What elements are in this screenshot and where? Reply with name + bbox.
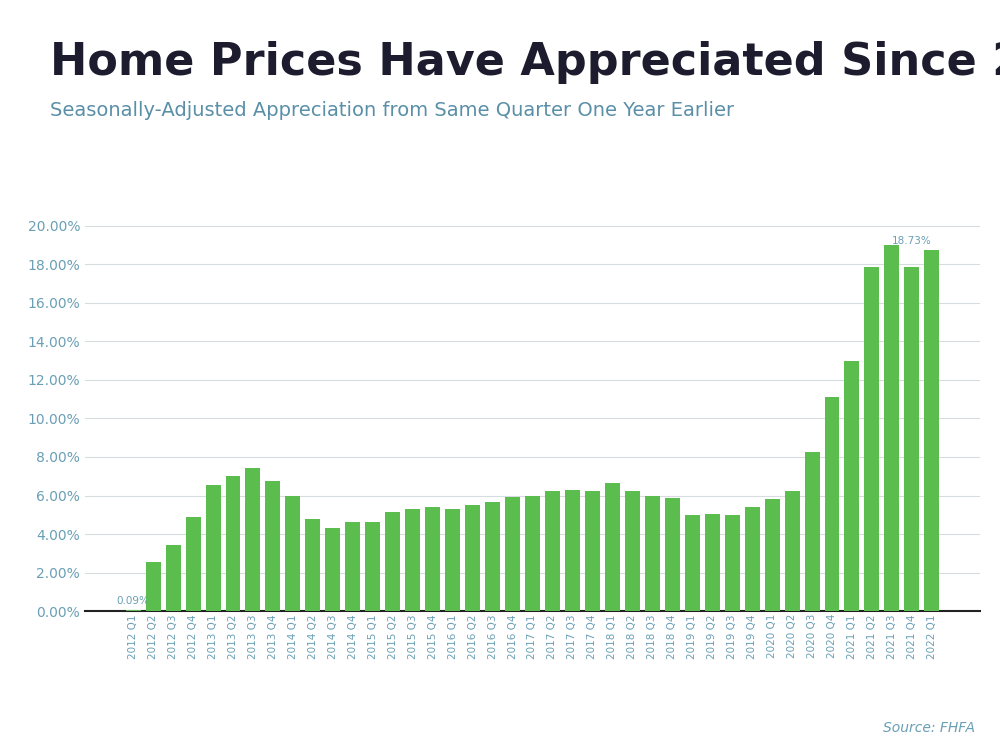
Bar (265, 481, 280, 611)
Bar (785, 490, 800, 611)
Bar (305, 519, 320, 611)
Bar (645, 496, 660, 611)
Bar (605, 483, 620, 611)
Bar (405, 509, 420, 611)
Bar (166, 544, 181, 611)
Bar (904, 267, 919, 611)
Bar (186, 517, 201, 611)
Text: 0.09%: 0.09% (117, 596, 150, 606)
Text: Source: FHFA: Source: FHFA (883, 721, 975, 735)
Bar (745, 507, 760, 611)
Bar (445, 509, 460, 611)
Bar (924, 250, 939, 611)
Bar (585, 490, 600, 611)
Bar (425, 507, 440, 611)
Bar (206, 485, 221, 611)
Bar (505, 497, 520, 611)
Bar (385, 512, 400, 611)
Bar (545, 490, 560, 611)
Bar (485, 503, 500, 611)
Text: Seasonally-Adjusted Appreciation from Same Quarter One Year Earlier: Seasonally-Adjusted Appreciation from Sa… (50, 101, 734, 120)
Text: Home Prices Have Appreciated Since 2012: Home Prices Have Appreciated Since 2012 (50, 41, 1000, 84)
Bar (565, 490, 580, 611)
Bar (725, 514, 740, 611)
Bar (765, 500, 780, 611)
Bar (844, 361, 859, 611)
Bar (685, 514, 700, 611)
Bar (465, 506, 480, 611)
Bar (825, 398, 839, 611)
Bar (245, 467, 260, 611)
Bar (365, 521, 380, 611)
Bar (884, 244, 899, 611)
Bar (126, 610, 141, 611)
Bar (665, 499, 680, 611)
Bar (625, 490, 640, 611)
Bar (226, 476, 240, 611)
Bar (325, 528, 340, 611)
Bar (864, 267, 879, 611)
Bar (525, 496, 540, 611)
Bar (285, 496, 300, 611)
Bar (345, 521, 360, 611)
Bar (805, 452, 820, 611)
Text: 18.73%: 18.73% (892, 236, 932, 246)
Bar (705, 514, 720, 611)
Bar (146, 562, 161, 611)
